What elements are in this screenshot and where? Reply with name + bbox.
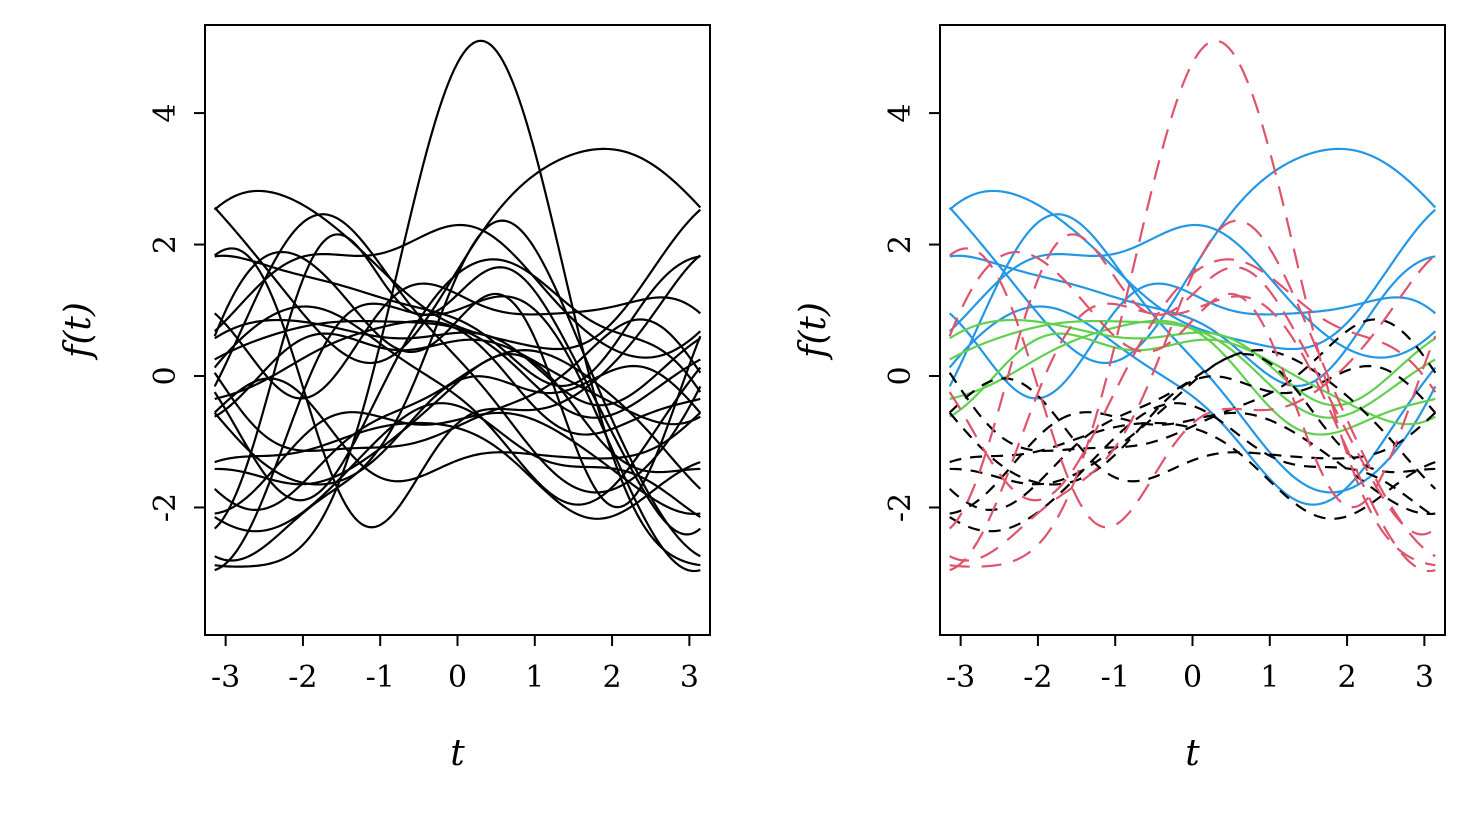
- x-tick-label: 1: [1260, 660, 1279, 695]
- function-curve: [213, 233, 701, 536]
- function-curve: [213, 189, 702, 351]
- right-panel: -3 -2 -1 0 1 2 3 -2 0 2 4 t f(t): [735, 0, 1470, 840]
- function-curve: [948, 318, 1437, 452]
- y-tick-label: -2: [148, 493, 183, 522]
- x-tick-label: -3: [211, 660, 240, 695]
- function-curve: [213, 250, 702, 509]
- left-panel: -3 -2 -1 0 1 2 3 -2 0 2 4 t f(t): [58, 24, 711, 774]
- x-tick-label: -2: [1023, 660, 1052, 695]
- function-curve: [213, 305, 702, 506]
- function-curve: [948, 258, 1437, 502]
- y-tick-label: -2: [883, 493, 918, 522]
- function-curve: [949, 332, 1436, 426]
- function-curve: [214, 332, 701, 426]
- function-curve: [213, 318, 702, 452]
- function-curve: [214, 318, 701, 407]
- x-tick-label: 2: [603, 660, 622, 695]
- y-tick-label: 0: [148, 366, 183, 385]
- y-axis-title: f(t): [793, 302, 834, 361]
- left-panel-chart: -3 -2 -1 0 1 2 3 -2 0 2 4 t f(t): [58, 24, 711, 774]
- function-curve: [214, 402, 701, 533]
- function-curve: [214, 247, 702, 529]
- x-tick-label: 0: [448, 660, 467, 695]
- function-curve: [214, 421, 701, 520]
- y-tick-label: 2: [148, 235, 183, 254]
- x-axis-title: t: [1185, 733, 1200, 774]
- y-axis-title: f(t): [58, 302, 99, 361]
- function-curve: [213, 258, 702, 502]
- right-panel-chart: -3 -2 -1 0 1 2 3 -2 0 2 4 t f(t): [793, 24, 1446, 774]
- x-tick-label: -1: [1101, 660, 1130, 695]
- y-tick-label: 4: [883, 104, 918, 123]
- function-curve: [948, 250, 1437, 509]
- function-curve: [214, 295, 701, 573]
- function-curve: [948, 305, 1437, 506]
- function-curve: [213, 147, 702, 365]
- function-curve: [948, 213, 1437, 494]
- function-curve: [214, 39, 701, 568]
- function-curve: [949, 319, 1436, 436]
- y-tick-label: 2: [883, 235, 918, 254]
- x-tick-label: -1: [366, 660, 395, 695]
- function-curve: [213, 223, 702, 359]
- x-axis-title: t: [450, 733, 465, 774]
- function-curve: [213, 349, 702, 511]
- function-curve: [949, 318, 1436, 407]
- function-curve: [948, 223, 1437, 359]
- function-curve: [213, 213, 702, 494]
- function-curve: [948, 233, 1436, 536]
- y-tick-label: 0: [883, 366, 918, 385]
- function-curve: [213, 364, 702, 486]
- y-tick-label: 4: [148, 104, 183, 123]
- x-tick-label: 3: [680, 660, 699, 695]
- function-curve: [948, 189, 1437, 351]
- x-tick-label: 1: [525, 660, 544, 695]
- function-curve: [948, 364, 1437, 486]
- x-tick-label: -3: [946, 660, 975, 695]
- function-curve: [948, 349, 1437, 511]
- x-tick-label: 2: [1338, 660, 1357, 695]
- function-curve: [949, 39, 1436, 568]
- function-curve: [949, 402, 1436, 533]
- x-tick-label: -2: [288, 660, 317, 695]
- function-curve: [213, 377, 702, 483]
- x-tick-label: 3: [1415, 660, 1434, 695]
- function-curve: [948, 377, 1437, 483]
- x-tick-label: 0: [1183, 660, 1202, 695]
- function-curve: [948, 147, 1437, 365]
